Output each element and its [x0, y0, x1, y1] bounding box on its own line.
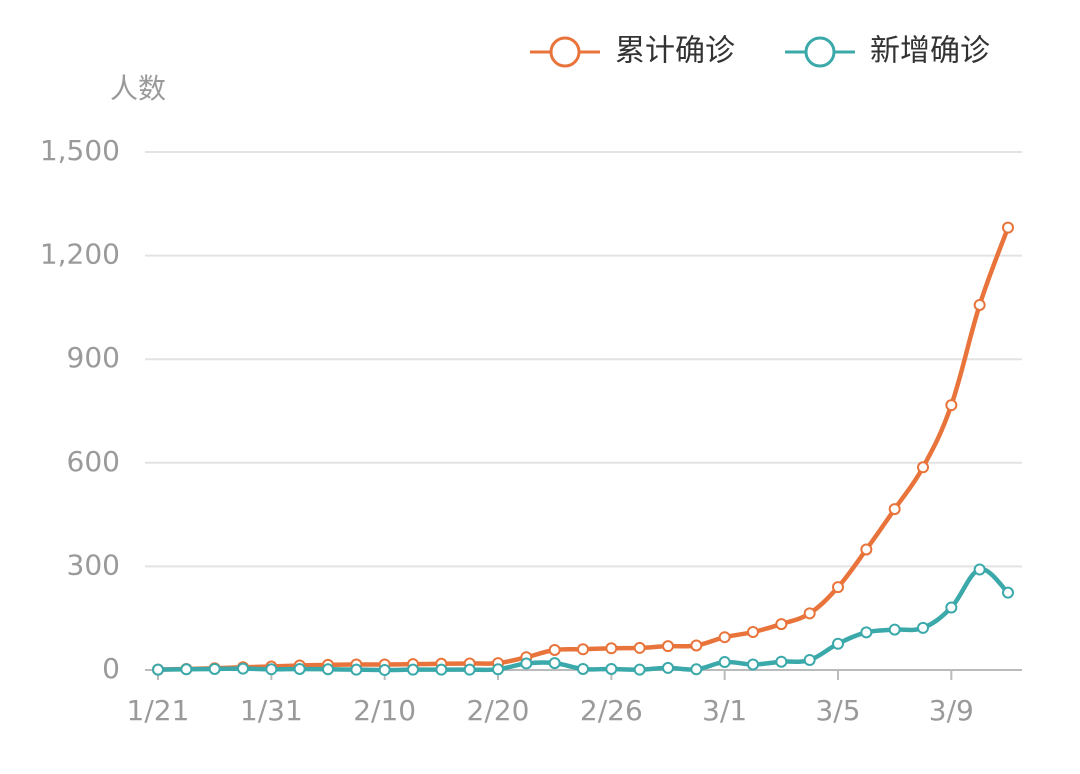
x-tick-label: 3/5 [815, 694, 860, 727]
point [577, 662, 589, 675]
point [605, 662, 618, 675]
point [775, 618, 788, 631]
y-axis-label: 人数 [110, 72, 166, 105]
point [435, 663, 448, 676]
y-tick-label: 1,200 [40, 238, 120, 271]
legend-marker [549, 36, 581, 68]
y-tick-label: 600 [67, 445, 120, 478]
point [832, 637, 844, 650]
point [803, 653, 816, 666]
y-tick-label: 0 [102, 652, 120, 685]
point [747, 658, 759, 671]
legend-label: 累计确诊 [615, 34, 735, 69]
y-tick-label: 300 [67, 548, 120, 581]
x-tick-label: 1/21 [127, 694, 190, 727]
point [803, 607, 816, 620]
point [605, 642, 618, 655]
x-tick-label: 2/10 [353, 694, 416, 727]
point [917, 461, 929, 474]
point [492, 663, 504, 676]
point [180, 663, 193, 676]
point [322, 663, 334, 676]
point [293, 662, 306, 675]
point [662, 640, 674, 653]
point [520, 657, 533, 670]
point [945, 601, 958, 614]
point [888, 623, 901, 636]
point [208, 662, 221, 675]
point [945, 399, 958, 412]
point [152, 663, 164, 676]
point [378, 664, 391, 676]
point [548, 657, 561, 670]
legend-label: 新增确诊 [870, 34, 990, 69]
x-tick-label: 1/31 [240, 694, 303, 727]
point [832, 581, 844, 594]
point [237, 662, 249, 675]
point [747, 626, 759, 639]
point [888, 503, 901, 516]
point [917, 621, 929, 634]
point [1002, 586, 1014, 599]
point [775, 655, 788, 668]
point [463, 663, 476, 676]
point [860, 626, 873, 639]
x-tick-label: 3/1 [702, 694, 747, 727]
legend-marker [804, 36, 836, 68]
point [633, 663, 646, 676]
y-tick-label: 1,500 [40, 134, 120, 167]
point [973, 563, 986, 576]
x-tick-label: 2/26 [580, 694, 643, 727]
point [690, 663, 703, 676]
point [1002, 221, 1014, 234]
x-tick-label: 2/20 [467, 694, 530, 727]
point [860, 543, 873, 556]
point [350, 663, 363, 676]
point [265, 663, 278, 676]
point [718, 656, 731, 669]
point [690, 639, 703, 652]
point [577, 643, 589, 656]
point [973, 298, 986, 311]
point [718, 631, 731, 644]
point [407, 663, 419, 676]
y-tick-label: 900 [67, 341, 120, 374]
point [548, 643, 561, 656]
point [662, 661, 674, 674]
series-line [157, 226, 1011, 672]
point [633, 641, 646, 654]
x-tick-label: 3/9 [929, 694, 974, 727]
